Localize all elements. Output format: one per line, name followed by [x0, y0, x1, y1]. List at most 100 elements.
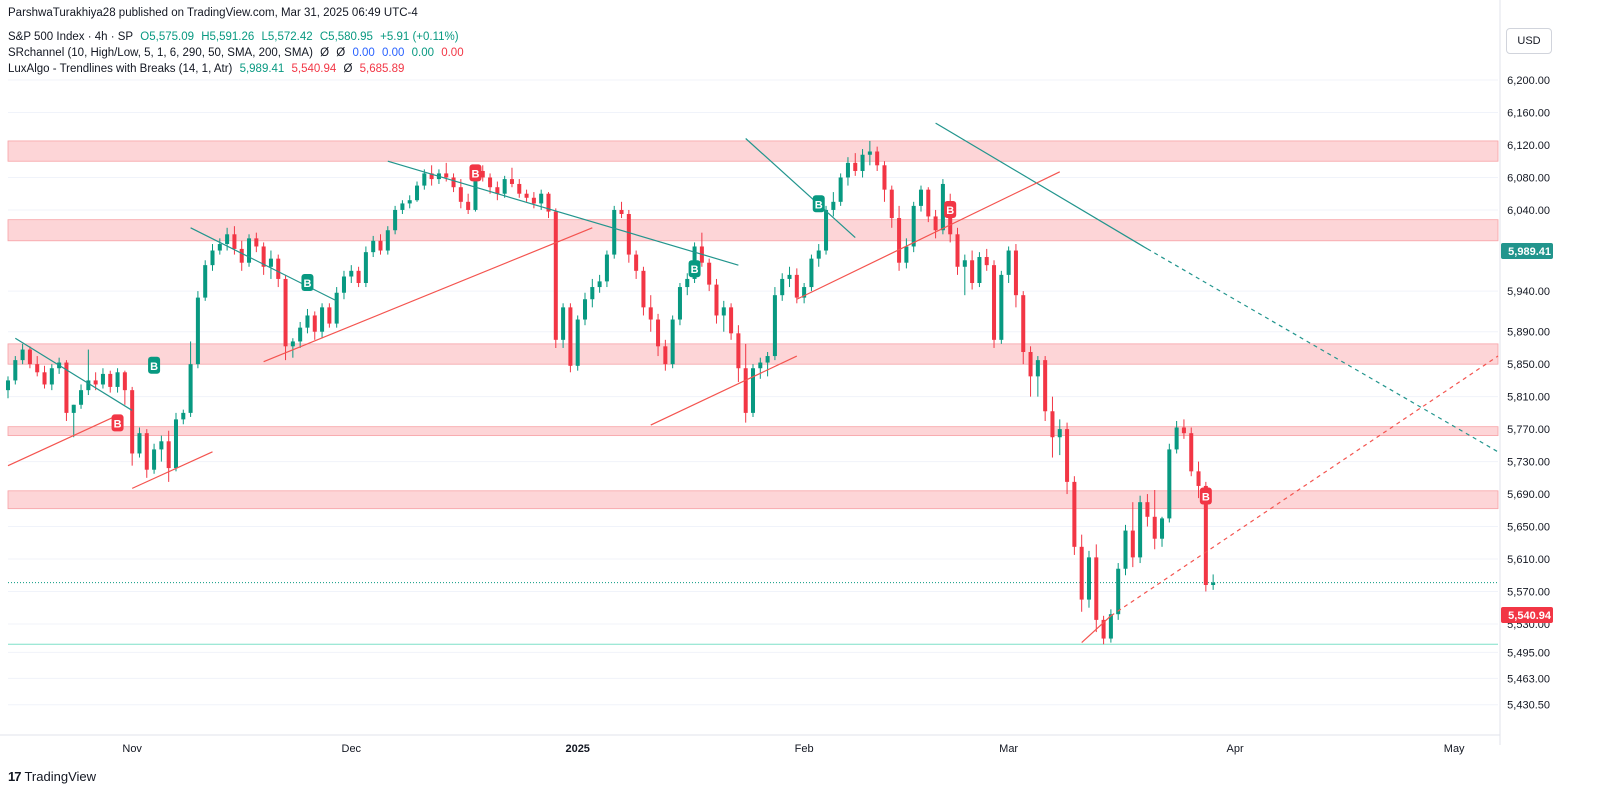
- candle-body: [225, 234, 230, 245]
- candle-body: [663, 346, 668, 365]
- candle-body: [1072, 481, 1077, 547]
- candle-body: [604, 254, 609, 282]
- price-label-badge: [1501, 243, 1553, 260]
- price-label-badge: [1501, 607, 1553, 624]
- currency-button[interactable]: USD: [1506, 28, 1552, 54]
- tradingview-logo[interactable]: 17 TradingView: [8, 769, 96, 784]
- trendline: [1147, 248, 1499, 453]
- candle-body: [612, 209, 617, 255]
- trendline: [131, 451, 213, 489]
- candle-body: [948, 209, 953, 235]
- indicator-value: 0.00: [352, 47, 375, 59]
- candle-body: [933, 216, 938, 231]
- candle-body: [64, 362, 69, 413]
- candle-body: [239, 248, 244, 263]
- candle-body: [1145, 502, 1150, 517]
- resistance-zone: [7, 426, 1499, 437]
- price-tick-label: 5,690.00: [1507, 489, 1550, 501]
- price-tick-label: 6,120.00: [1507, 140, 1550, 152]
- candle-body: [853, 162, 858, 171]
- candle-body: [232, 234, 237, 249]
- candle-body: [546, 193, 551, 212]
- symbol-legend[interactable]: S&P 500 Index · 4h · SP O5,575.09 H5,591…: [8, 31, 463, 43]
- candle-body: [371, 240, 376, 253]
- trendline: [1110, 355, 1499, 617]
- candle-body: [415, 185, 420, 201]
- candle-body: [648, 307, 653, 320]
- candle-body: [626, 214, 631, 255]
- candle-body: [254, 238, 259, 247]
- price-tick-label: 6,200.00: [1507, 75, 1550, 87]
- symbol-name[interactable]: S&P 500 Index · 4h · SP: [8, 31, 134, 43]
- price-tick-label: 5,570.00: [1507, 586, 1550, 598]
- candle-body: [568, 307, 573, 366]
- candle-body: [290, 341, 295, 347]
- candle-body: [422, 173, 427, 186]
- candle-body: [721, 307, 726, 316]
- candle-body: [152, 449, 157, 470]
- candle-body: [363, 252, 368, 283]
- price-tick-label: 5,463.00: [1507, 673, 1550, 685]
- candle-body: [327, 307, 332, 324]
- candle-body: [1130, 530, 1135, 558]
- candle-body: [49, 368, 54, 385]
- candle-body: [816, 250, 821, 259]
- candle-body: [1203, 485, 1208, 585]
- candle-body: [144, 433, 149, 470]
- candle-body: [955, 234, 960, 267]
- trendline: [7, 414, 118, 467]
- indicator-name[interactable]: LuxAlgo - Trendlines with Breaks (14, 1,…: [8, 63, 233, 75]
- candle-body: [875, 151, 880, 166]
- candle-body: [341, 276, 346, 293]
- candle-body: [1123, 530, 1128, 569]
- candle-body: [509, 179, 514, 184]
- candle-body: [984, 257, 989, 266]
- tradingview-logo-text: TradingView: [24, 769, 97, 784]
- candle-body: [940, 183, 945, 231]
- candle-body: [495, 187, 500, 194]
- candle-body: [539, 193, 544, 204]
- resistance-zone: [7, 490, 1499, 510]
- candle-body: [393, 209, 398, 231]
- price-tick-label: 5,610.00: [1507, 554, 1550, 566]
- candle-body: [444, 173, 449, 178]
- candle-body: [1028, 352, 1033, 377]
- indicator-value: 0.00: [382, 47, 405, 59]
- candle-body: [685, 278, 690, 288]
- candle-body: [458, 187, 463, 202]
- publisher-line: ParshwaTurakhiya28 published on TradingV…: [8, 7, 422, 19]
- candle-body: [809, 258, 814, 288]
- candle-body: [195, 297, 200, 365]
- candle-body: [517, 183, 522, 194]
- candle-body: [1174, 427, 1179, 450]
- price-tick-label: 5,940.00: [1507, 286, 1550, 298]
- candle-body: [889, 189, 894, 219]
- candle-body: [1043, 360, 1048, 412]
- time-tick-label: 2025: [565, 743, 589, 755]
- candle-body: [261, 246, 266, 267]
- indicator-name[interactable]: SRchannel (10, High/Low, 5, 1, 6, 290, 5…: [8, 47, 313, 59]
- resistance-zone: [7, 140, 1499, 162]
- candle-body: [575, 319, 580, 366]
- candle-body: [977, 257, 982, 283]
- time-tick-label: Dec: [342, 743, 362, 755]
- indicator-legend-srchannel[interactable]: SRchannel (10, High/Low, 5, 1, 6, 290, 5…: [8, 47, 468, 59]
- price-tick-label: 6,040.00: [1507, 205, 1550, 217]
- indicator-symbol: Ø: [343, 63, 353, 75]
- candle-body: [524, 193, 529, 198]
- trendline: [796, 171, 1061, 300]
- candle-body: [122, 372, 127, 391]
- candle-body: [173, 419, 178, 469]
- price-tick-label: 5,650.00: [1507, 522, 1550, 534]
- indicator-legend-luxalgo[interactable]: LuxAlgo - Trendlines with Breaks (14, 1,…: [8, 63, 408, 75]
- time-tick-label: Nov: [122, 743, 142, 755]
- candle-body: [1167, 449, 1172, 519]
- trendline: [650, 355, 798, 426]
- candle-body: [20, 349, 25, 361]
- candle-body: [882, 165, 887, 190]
- break-marker: [148, 356, 161, 374]
- candle-body: [1094, 557, 1099, 620]
- candle-body: [320, 307, 325, 332]
- publisher-text: ParshwaTurakhiya28 published on TradingV…: [8, 7, 418, 19]
